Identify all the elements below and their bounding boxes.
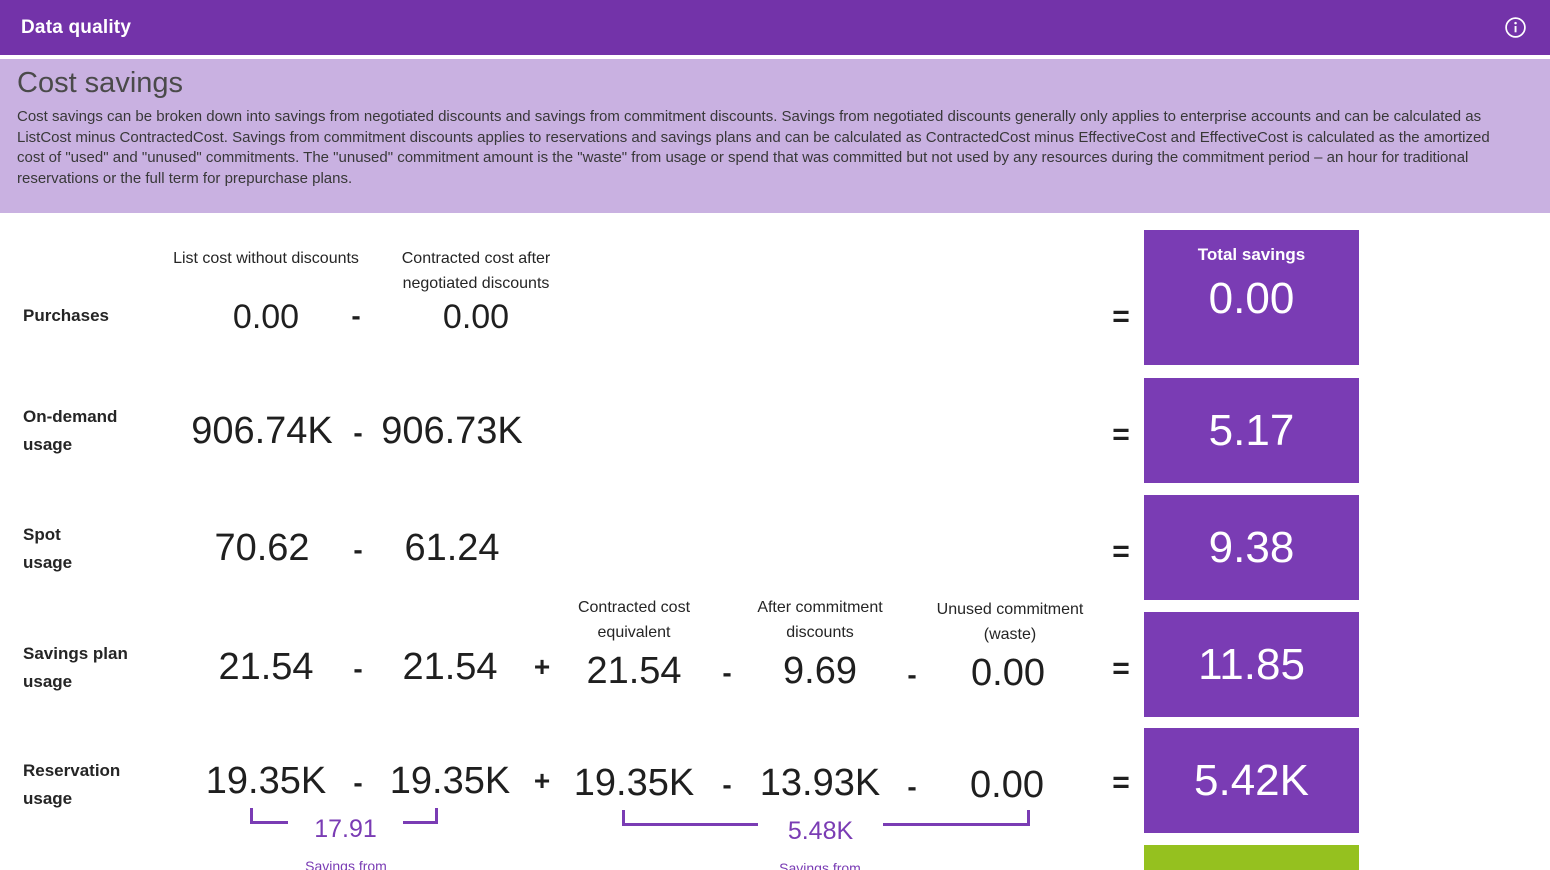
- row-value: 19.35K: [389, 760, 511, 802]
- equals-operator: =: [1112, 418, 1130, 451]
- commitment-savings-value: 5.48K: [758, 817, 883, 846]
- row-value: 9.69: [783, 650, 857, 692]
- minus-operator: -: [907, 771, 917, 802]
- total-value: 9.38: [1208, 522, 1295, 572]
- row-value: 21.54: [586, 650, 682, 692]
- equals-operator: =: [1112, 766, 1130, 799]
- minus-operator: -: [353, 534, 363, 565]
- row-label-spot: Spot usage: [23, 525, 73, 572]
- minus-operator: -: [722, 769, 732, 800]
- row-value: 906.74K: [191, 410, 333, 452]
- negotiated-savings-value: 17.91: [288, 815, 403, 844]
- plus-operator: +: [533, 765, 551, 796]
- row-value: 0.00: [970, 764, 1044, 806]
- row-value: 19.35K: [573, 762, 695, 804]
- row-value: 21.54: [402, 646, 498, 688]
- section-description: Cost savings can be broken down into sav…: [17, 108, 1490, 187]
- commitment-savings-box: [1144, 845, 1359, 870]
- total-box-savings-plan: 11.85: [1144, 612, 1359, 717]
- total-value: 5.42K: [1194, 755, 1309, 805]
- row-value: 13.93K: [759, 762, 881, 804]
- row-label-purchases: Purchases: [23, 306, 109, 325]
- row-value: 0.00: [232, 298, 300, 336]
- commitment-savings-caption: Savings from: [779, 860, 861, 870]
- row-value: 19.35K: [205, 760, 327, 802]
- minus-operator: -: [351, 300, 361, 331]
- equals-operator: =: [1112, 652, 1130, 685]
- minus-operator: -: [353, 417, 363, 448]
- row-label-ondemand: On-demand usage: [23, 407, 118, 454]
- column-header-contracted-cost: Contracted cost after negotiated discoun…: [401, 250, 551, 292]
- total-savings-header: Total savings: [1197, 245, 1306, 264]
- row-value: 906.73K: [381, 410, 523, 452]
- info-icon-glyph: [1504, 17, 1526, 38]
- info-icon[interactable]: [1501, 14, 1529, 42]
- minus-operator: -: [722, 657, 732, 688]
- row-value: 70.62: [214, 527, 310, 569]
- row-value: 21.54: [218, 646, 314, 688]
- equals-operator: =: [1112, 300, 1130, 333]
- minus-operator: -: [353, 653, 363, 684]
- total-box-reservation: 5.42K: [1144, 728, 1359, 833]
- total-value: 5.17: [1208, 405, 1295, 455]
- total-box-purchases: Total savings 0.00: [1144, 230, 1359, 365]
- row-value: 0.00: [442, 298, 510, 336]
- row-label-savings-plan: Savings plan usage: [23, 644, 128, 691]
- page-title: Data quality: [21, 16, 132, 38]
- column-header-list-cost: List cost without discounts: [173, 250, 359, 267]
- title-bar: Data quality: [0, 0, 1550, 55]
- column-header-unused-commitment: Unused commitment (waste): [936, 601, 1084, 643]
- total-value: 0.00: [1208, 274, 1295, 323]
- plus-operator: +: [533, 651, 551, 682]
- minus-operator: -: [907, 659, 917, 690]
- row-label-reservation: Reservation usage: [23, 761, 121, 808]
- row-value: 61.24: [404, 527, 500, 569]
- total-value: 11.85: [1198, 639, 1305, 689]
- total-box-spot: 9.38: [1144, 495, 1359, 600]
- total-box-ondemand: 5.17: [1144, 378, 1359, 483]
- cost-savings-intro: Cost savings Cost savings can be broken …: [0, 59, 1550, 213]
- minus-operator: -: [353, 767, 363, 798]
- negotiated-savings-caption: Savings from: [305, 858, 387, 870]
- section-title: Cost savings: [17, 67, 184, 99]
- column-header-contracted-equivalent: Contracted cost equivalent: [577, 599, 691, 641]
- column-header-after-commitment: After commitment discounts: [757, 599, 883, 641]
- equals-operator: =: [1112, 535, 1130, 568]
- row-value: 0.00: [971, 652, 1045, 694]
